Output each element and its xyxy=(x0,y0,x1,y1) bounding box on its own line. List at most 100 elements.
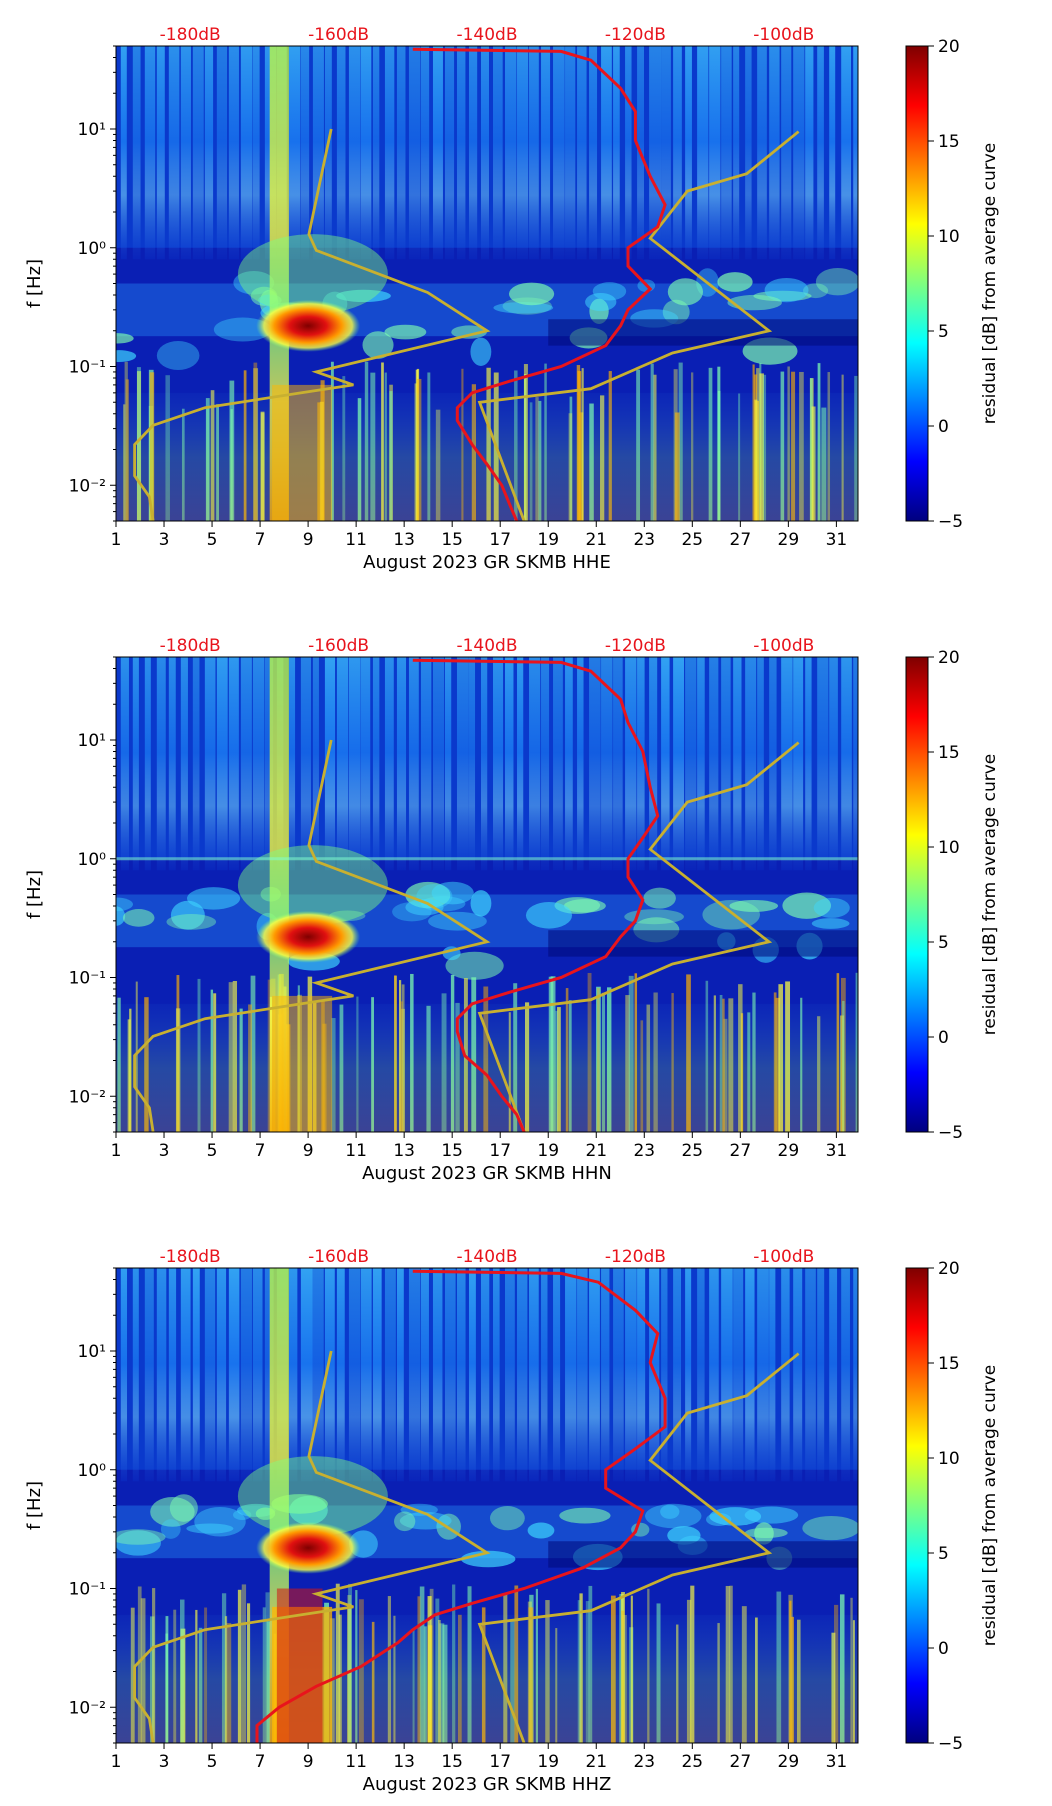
microseism-blob xyxy=(399,1511,452,1530)
daily-noise-streak xyxy=(757,657,764,871)
colorbar-tick-label: −5 xyxy=(938,1123,963,1143)
daily-noise-streak xyxy=(264,1268,274,1482)
microseism-blob xyxy=(645,1503,702,1529)
daily-noise-streak xyxy=(348,1268,361,1482)
low-frequency-band xyxy=(116,1614,858,1743)
daily-noise-streak xyxy=(168,657,176,871)
db-scale-label: -100dB xyxy=(753,636,814,656)
db-scale-label: -140dB xyxy=(456,636,517,656)
microseism-blob xyxy=(813,897,850,918)
microseism-blob xyxy=(116,1529,166,1545)
daily-noise-streak xyxy=(565,657,573,871)
colorbar-tick-label: −5 xyxy=(938,512,963,532)
microseism-blob xyxy=(233,1509,252,1520)
daily-noise-streak xyxy=(781,657,793,871)
daily-noise-streak xyxy=(697,46,709,260)
db-scale-label: -100dB xyxy=(753,1247,814,1267)
x-tick-label: 31 xyxy=(826,1141,848,1161)
daily-noise-streak xyxy=(372,1268,382,1482)
daily-noise-streak xyxy=(396,46,406,260)
microseism-blob xyxy=(405,881,451,909)
daily-noise-streak xyxy=(721,657,731,871)
daily-noise-streak xyxy=(384,657,394,871)
y-tick-label: 10⁰ xyxy=(78,1461,107,1481)
x-tick-label: 27 xyxy=(730,530,752,550)
daily-noise-streak xyxy=(505,46,517,260)
x-tick-label: 1 xyxy=(111,1752,122,1772)
median-psd-curve xyxy=(255,1269,667,1743)
x-tick-label: 27 xyxy=(730,1752,752,1772)
x-tick-label: 13 xyxy=(393,1141,415,1161)
y-axis-label: f [Hz] xyxy=(24,259,45,308)
x-tick-label: 23 xyxy=(633,530,655,550)
daily-noise-streak xyxy=(408,1268,421,1482)
daily-noise-streak xyxy=(601,46,612,260)
daily-noise-streak xyxy=(180,657,188,871)
daily-noise-streak xyxy=(613,1268,624,1482)
daily-noise-streak xyxy=(493,657,504,871)
daily-noise-streak xyxy=(517,657,524,871)
daily-noise-streak xyxy=(697,1268,705,1482)
x-tick-label: 25 xyxy=(681,530,703,550)
daily-noise-streak xyxy=(468,46,478,260)
daily-noise-streak xyxy=(300,657,311,871)
daily-noise-streak xyxy=(204,1268,216,1482)
daily-noise-streak xyxy=(228,657,239,871)
daily-noise-streak xyxy=(709,1268,719,1482)
spectrogram-hhz xyxy=(116,1268,858,1743)
daily-noise-streak xyxy=(420,1268,429,1482)
x-tick-label: 29 xyxy=(778,1141,800,1161)
db-scale-label: -160dB xyxy=(308,636,369,656)
daily-noise-streak xyxy=(601,1268,610,1482)
daily-noise-streak xyxy=(829,657,838,871)
microseism-blob xyxy=(405,899,444,916)
x-tick-label: 11 xyxy=(345,1752,367,1772)
daily-noise-streak xyxy=(240,657,252,871)
daily-noise-streak xyxy=(456,1268,466,1482)
microseism-blob xyxy=(431,881,474,905)
daily-noise-streak xyxy=(529,657,541,871)
colorbar-tick-label: 15 xyxy=(938,743,960,763)
quiet-band xyxy=(548,319,858,346)
daily-noise-streak xyxy=(841,46,852,260)
daily-noise-streak xyxy=(637,1268,646,1482)
daily-noise-streak xyxy=(312,1268,324,1482)
colorbar-tick-label: 10 xyxy=(938,227,960,247)
x-tick-label: 3 xyxy=(159,530,170,550)
spectrogram-hhe xyxy=(116,46,858,521)
daily-noise-streak xyxy=(601,657,613,871)
daily-noise-streak xyxy=(613,46,620,260)
median-psd-curve xyxy=(412,47,667,521)
x-tick-label: 11 xyxy=(345,1141,367,1161)
daily-noise-streak xyxy=(745,1268,755,1482)
db-scale-label: -180dB xyxy=(160,1247,221,1267)
microseism-blob xyxy=(729,899,779,912)
x-tick-label: 7 xyxy=(255,1141,266,1161)
daily-noise-streak xyxy=(396,657,407,871)
daily-noise-streak xyxy=(589,657,601,871)
y-tick-label: 10⁻² xyxy=(69,476,106,496)
daily-noise-streak xyxy=(517,46,529,260)
daily-noise-streak xyxy=(697,657,705,871)
daily-noise-streak xyxy=(456,657,469,871)
daily-noise-streak xyxy=(132,1268,139,1482)
x-tick-label: 1 xyxy=(111,530,122,550)
daily-noise-streak xyxy=(204,46,214,260)
daily-noise-streak xyxy=(529,46,539,260)
db-scale-label: -120dB xyxy=(605,1247,666,1267)
daily-noise-streak xyxy=(120,46,127,260)
daily-noise-streak xyxy=(432,657,445,871)
x-tick-label: 9 xyxy=(303,1141,314,1161)
y-tick-label: 10⁰ xyxy=(78,850,107,870)
daily-noise-streak xyxy=(805,657,812,871)
microseism-blob xyxy=(187,887,241,910)
daily-noise-streak xyxy=(613,657,623,871)
daily-noise-streak xyxy=(360,657,371,871)
daily-noise-streak xyxy=(156,657,166,871)
daily-noise-streak xyxy=(673,657,685,871)
daily-noise-streak xyxy=(120,657,129,871)
db-scale-label: -120dB xyxy=(605,636,666,656)
daily-noise-streak xyxy=(288,657,296,871)
daily-noise-streak xyxy=(817,1268,825,1482)
x-tick-label: 25 xyxy=(681,1752,703,1772)
